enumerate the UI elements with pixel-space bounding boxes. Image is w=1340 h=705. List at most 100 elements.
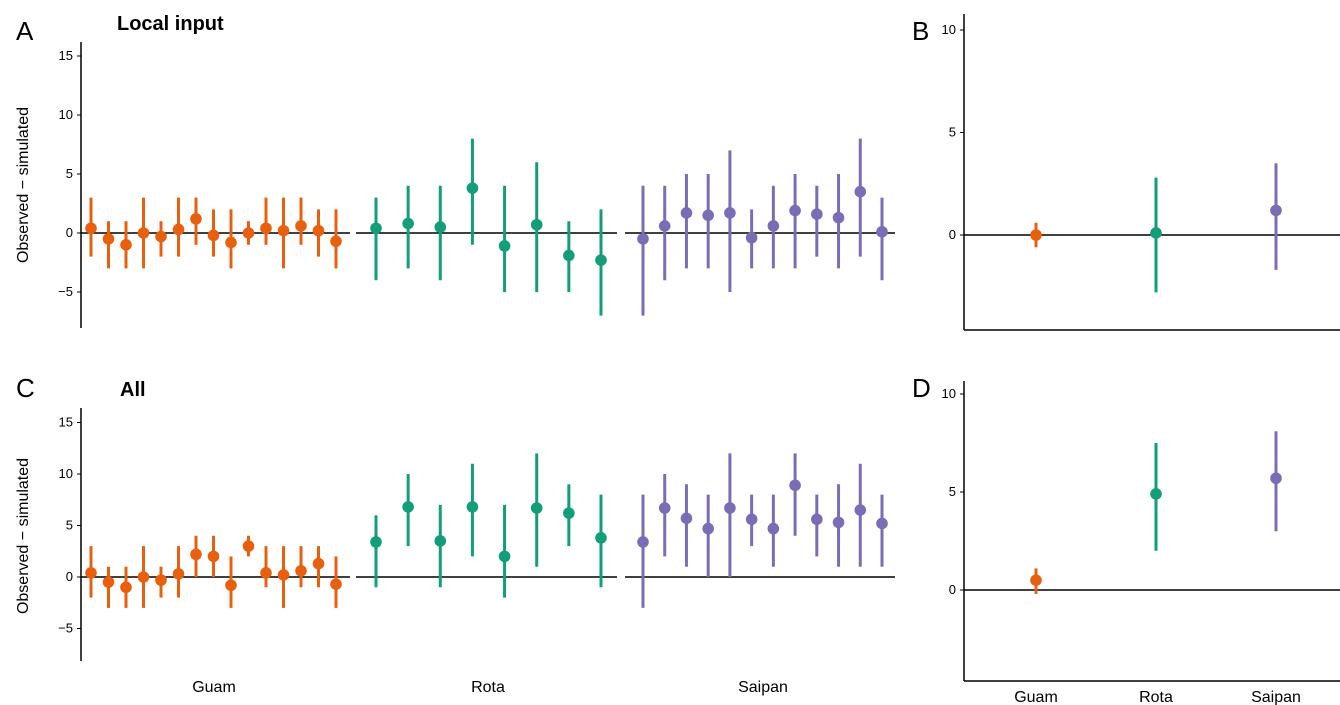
data-point-saipan — [637, 233, 649, 245]
data-point-rota — [370, 536, 382, 548]
panel-letter-d: D — [912, 373, 931, 403]
data-point-guam — [312, 224, 325, 237]
panel-d: D 0 5 10 Guam Rota Saipan — [912, 373, 1340, 705]
panel-letter-c: C — [16, 373, 35, 403]
data-point-guam — [102, 233, 115, 245]
y-tick-label-d: 10 — [942, 386, 956, 401]
data-point-guam — [190, 213, 202, 225]
panel-c: C All Observed − simulated −5 0 5 10 15 Guam… — [15, 373, 895, 696]
data-point-saipan — [767, 522, 780, 535]
data-point-saipan — [789, 479, 801, 492]
data-point-rota — [466, 501, 479, 513]
y-tick-label-c: 10 — [59, 466, 73, 481]
data-point-guam — [190, 548, 202, 561]
data-point-guam — [242, 227, 255, 239]
y-tick-label-c: 0 — [66, 569, 73, 584]
panel-title-a: Local input — [117, 13, 224, 35]
data-point-rota — [370, 222, 382, 235]
data-point-saipan — [854, 185, 867, 198]
data-marks-a — [85, 138, 888, 316]
data-point-rota — [402, 217, 414, 230]
data-point-saipan — [832, 516, 845, 529]
y-tick-label-d: 0 — [949, 582, 956, 597]
data-point-guam — [277, 569, 290, 581]
data-point-guam — [85, 222, 97, 235]
data-point-rota — [563, 507, 575, 519]
data-point-rota — [595, 254, 607, 266]
data-point-guam — [242, 540, 255, 552]
y-axis-b: 0 5 10 — [942, 14, 965, 330]
group-label-rota: Rota — [471, 679, 505, 696]
data-point-saipan — [811, 208, 823, 220]
y-tick-label-c: −5 — [58, 621, 73, 636]
data-point-guam — [312, 557, 325, 570]
data-point-saipan — [702, 209, 714, 222]
y-tick-label-b: 5 — [949, 125, 956, 140]
data-point-guam — [330, 578, 342, 591]
y-axis-c: −5 0 5 10 15 — [58, 408, 82, 661]
y-tick-label-a: 10 — [59, 107, 73, 122]
panel-letter-b: B — [912, 16, 929, 46]
data-point-saipan — [876, 517, 888, 530]
x-tick-label-saipan: Saipan — [1251, 689, 1301, 705]
data-marks-c — [85, 453, 888, 608]
y-tick-label-a: −5 — [58, 284, 73, 299]
y-tick-label-c: 5 — [66, 518, 73, 533]
panel-b: B 0 5 10 — [912, 14, 1340, 331]
x-axis-d: Guam Rota Saipan — [964, 680, 1340, 705]
data-point-rota — [466, 182, 479, 194]
data-point-rota — [498, 240, 511, 252]
group-label-guam: Guam — [192, 679, 236, 696]
data-point-saipan — [832, 211, 845, 224]
data-point-saipan — [724, 502, 736, 514]
data-point-saipan — [745, 513, 758, 526]
data-point-rota — [498, 550, 511, 563]
data-point-rota — [530, 218, 543, 231]
data-point-guam — [207, 229, 220, 242]
data-point-guam — [137, 571, 150, 583]
data-point-saipan — [637, 536, 649, 548]
y-axis-a: −5 0 5 10 15 — [58, 42, 82, 328]
data-point-saipan — [811, 513, 823, 526]
data-point-saipan — [658, 220, 671, 232]
panel-title-c: All — [120, 379, 146, 401]
data-point-saipan — [1270, 204, 1282, 217]
y-tick-label-a: 0 — [66, 225, 73, 240]
y-tick-label-c: 15 — [59, 415, 73, 430]
data-point-saipan — [1270, 472, 1282, 485]
data-point-rota — [530, 502, 543, 514]
data-point-guam — [155, 574, 167, 586]
y-tick-label-a: 5 — [66, 166, 73, 181]
data-point-guam — [295, 565, 307, 577]
data-point-saipan — [724, 207, 736, 219]
y-tick-label-d: 5 — [949, 484, 956, 499]
data-point-guam — [120, 581, 132, 594]
group-labels-c: Guam Rota Saipan — [192, 679, 788, 696]
data-point-guam — [260, 222, 272, 235]
data-marks-d — [1030, 431, 1282, 594]
data-point-saipan — [680, 512, 693, 525]
data-point-rota — [434, 535, 447, 547]
data-point-saipan — [745, 231, 758, 244]
data-marks-b — [1030, 163, 1282, 293]
y-tick-label-b: 0 — [949, 227, 956, 242]
data-point-guam — [102, 576, 115, 588]
data-point-guam — [225, 236, 237, 249]
y-axis-title-a: Observed − simulated — [15, 107, 32, 263]
data-point-guam — [120, 239, 132, 251]
x-tick-label-guam: Guam — [1014, 689, 1058, 705]
panel-a: A Local input Observed − simulated −5 0 5 1… — [15, 13, 895, 328]
data-point-guam — [1030, 574, 1042, 586]
data-point-guam — [207, 550, 220, 563]
data-point-guam — [172, 223, 185, 236]
data-point-guam — [277, 224, 290, 237]
x-tick-label-rota: Rota — [1139, 689, 1173, 705]
data-point-saipan — [876, 226, 888, 238]
data-point-guam — [137, 227, 150, 239]
data-point-saipan — [767, 220, 780, 232]
data-point-guam — [225, 579, 237, 592]
data-point-saipan — [854, 504, 867, 516]
data-point-guam — [172, 568, 185, 580]
data-point-rota — [434, 221, 447, 233]
